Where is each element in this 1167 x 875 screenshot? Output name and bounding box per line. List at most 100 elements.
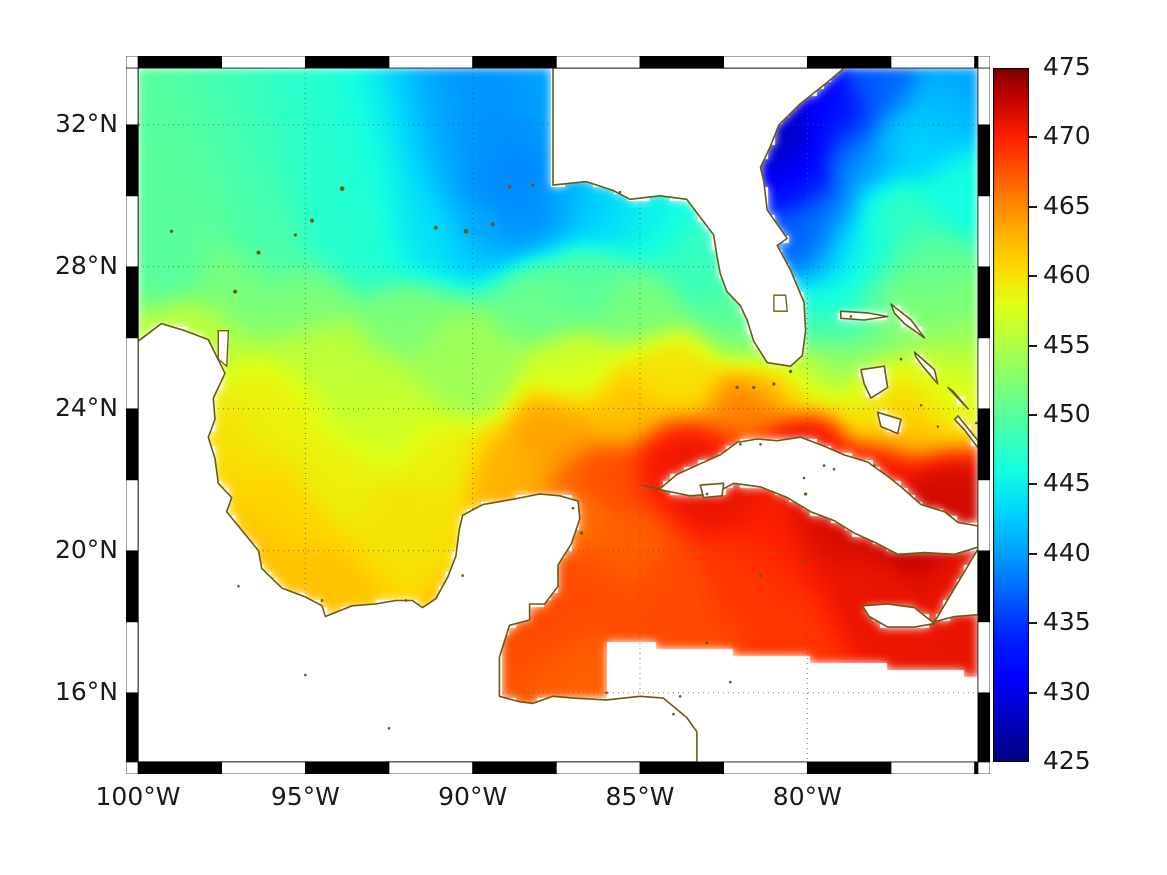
border-tick	[126, 550, 139, 623]
colorbar-panel[interactable]	[993, 68, 1029, 762]
island-marker	[803, 492, 808, 496]
border-tick	[221, 56, 306, 69]
island-marker	[705, 492, 709, 496]
colorbar-tick	[1029, 344, 1037, 347]
landmass-cat	[947, 386, 969, 410]
border-tick	[974, 761, 979, 774]
border-tick	[388, 56, 474, 69]
border-tick	[890, 761, 976, 774]
coastlines	[138, 68, 978, 762]
landmass-grandbahama	[839, 310, 889, 321]
border-tick	[977, 266, 990, 339]
lat-tick-label: 24°N	[54, 392, 118, 422]
border-tick	[126, 266, 139, 339]
border-tick	[639, 56, 725, 69]
border-tick	[304, 56, 390, 69]
island-marker	[233, 289, 238, 294]
lon-tick-label: 80°W	[772, 782, 842, 811]
island-marker	[919, 403, 923, 407]
border-tick	[977, 56, 990, 69]
island-marker	[832, 467, 836, 471]
lon-tick-label: 85°W	[605, 782, 675, 811]
border-tick	[890, 56, 976, 69]
island-marker	[672, 712, 675, 716]
map-overlay	[126, 56, 990, 774]
colorbar-tick-label: 435	[1043, 607, 1091, 637]
border-tick	[126, 408, 139, 481]
island-marker	[872, 464, 876, 467]
colorbar-gradient[interactable]	[993, 68, 1029, 762]
border-tick	[977, 621, 990, 694]
colorbar-tick	[1029, 275, 1037, 278]
border-tick	[472, 761, 557, 774]
island-marker	[433, 225, 438, 230]
landmass-hispaniola	[933, 548, 978, 623]
border-tick	[555, 56, 641, 69]
colorbar-tick-label: 455	[1043, 329, 1091, 359]
colorbar-tick-label: 465	[1043, 190, 1091, 220]
colorbar-tick-label: 425	[1043, 746, 1091, 775]
border-tick	[137, 56, 223, 69]
border-tick	[126, 761, 139, 774]
island-marker	[256, 250, 261, 255]
island-marker	[705, 641, 709, 645]
colorbar-tick	[1029, 691, 1037, 694]
border-tick	[977, 692, 990, 763]
island-marker	[579, 531, 584, 535]
border-tick	[806, 761, 892, 774]
border-tick	[723, 761, 808, 774]
landmass-namerica	[138, 68, 698, 762]
island-marker	[936, 425, 940, 428]
landmass-greatabacobank	[876, 411, 902, 435]
landmass-abaco	[890, 303, 926, 339]
island-marker	[752, 385, 756, 390]
island-marker	[339, 186, 345, 192]
island-marker	[739, 442, 742, 446]
border-tick	[126, 621, 139, 694]
island-marker	[571, 506, 575, 510]
island-marker	[169, 229, 174, 233]
landmass-isleofyouth	[699, 482, 725, 499]
island-marker	[605, 691, 608, 695]
colorbar-tick-label: 460	[1043, 260, 1091, 290]
border-tick	[126, 337, 139, 410]
island-marker	[758, 573, 763, 578]
island-marker	[735, 385, 739, 390]
island-marker	[237, 584, 240, 588]
border-tick	[977, 124, 990, 197]
border-tick	[639, 761, 725, 774]
island-marker	[304, 673, 307, 677]
border-tick	[977, 761, 990, 774]
lon-tick-label: 90°W	[438, 782, 508, 811]
lon-tick-label: 100°W	[95, 782, 181, 811]
island-marker	[461, 574, 464, 577]
island-marker	[678, 695, 682, 698]
border-tick	[126, 56, 139, 69]
colorbar-tick-label: 470	[1043, 121, 1091, 151]
island-marker	[963, 464, 966, 467]
island-marker	[387, 726, 391, 730]
island-marker	[788, 369, 793, 374]
colorbar-tick	[1029, 622, 1037, 625]
border-tick	[126, 479, 139, 552]
border-tick	[977, 67, 990, 126]
island-marker	[759, 442, 762, 446]
colorbar-tick	[1029, 136, 1037, 139]
island-marker	[849, 315, 853, 318]
colorbar-tick-label: 450	[1043, 399, 1091, 428]
island-marker	[404, 599, 408, 602]
lat-tick-label: 16°N	[54, 676, 118, 706]
landmass-eleuthera	[913, 351, 939, 385]
border-tick	[723, 56, 808, 69]
island-marker	[531, 183, 535, 187]
colorbar-tick-label: 445	[1043, 468, 1091, 498]
lake-okeechobee	[773, 294, 788, 312]
island-marker	[490, 222, 495, 227]
map-panel[interactable]	[126, 56, 990, 774]
colorbar-tick-label: 475	[1043, 52, 1091, 81]
laguna-madre	[217, 330, 230, 368]
border-tick	[977, 408, 990, 481]
border-tick	[806, 56, 892, 69]
landmass-florida	[552, 68, 845, 368]
